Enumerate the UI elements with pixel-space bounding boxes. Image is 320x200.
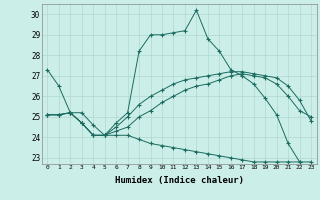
X-axis label: Humidex (Indice chaleur): Humidex (Indice chaleur) [115, 176, 244, 185]
